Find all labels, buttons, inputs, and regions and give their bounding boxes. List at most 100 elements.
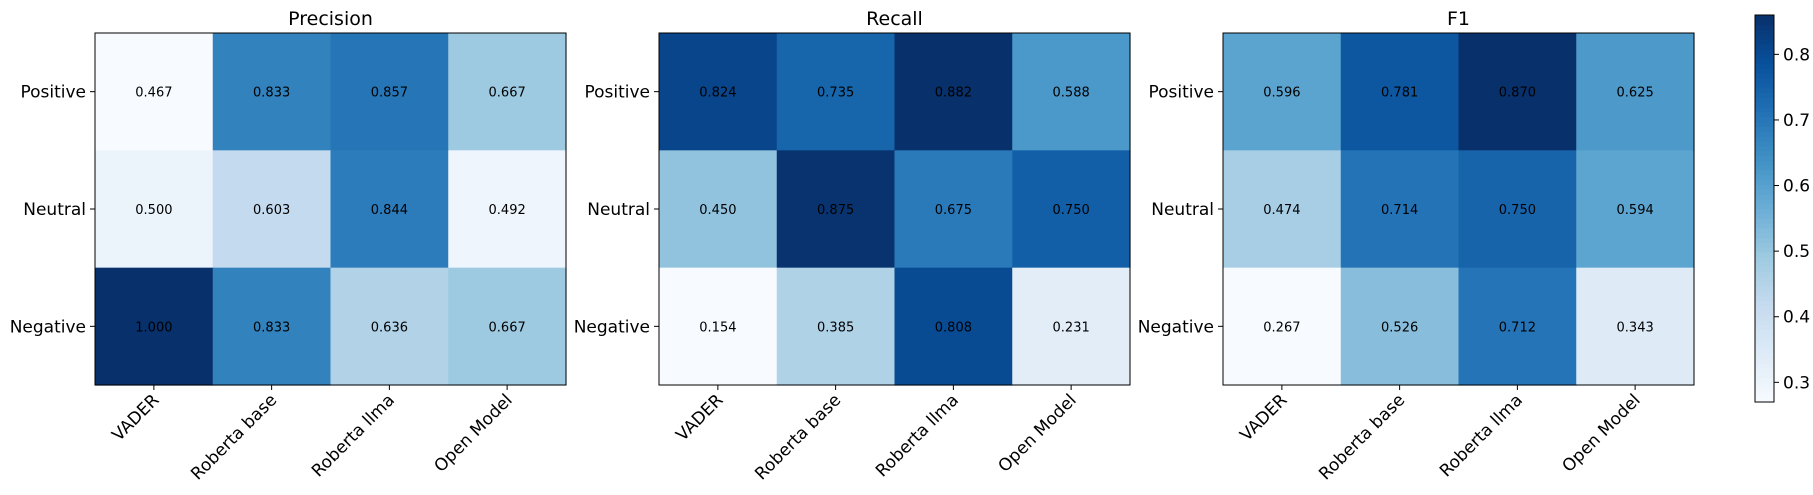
colorbar-segment (1755, 203, 1774, 210)
colorbar-segment (1755, 271, 1774, 277)
colorbar-segment (1755, 372, 1774, 379)
cell-value-label: 0.450 (699, 203, 736, 218)
heatmap-cell (1576, 267, 1695, 386)
colorbar-segment (1755, 140, 1774, 147)
cell-value-label: 0.875 (817, 203, 854, 218)
heatmap-cell (659, 150, 778, 269)
colorbar-segment (1755, 198, 1774, 205)
cell-value-label: 0.588 (1053, 86, 1090, 101)
colorbar-segment (1755, 24, 1774, 31)
cell-value-label: 1.000 (135, 320, 172, 335)
colorbar-segment (1755, 131, 1774, 137)
heatmap-cell (95, 150, 214, 269)
cell-value-label: 0.594 (1617, 203, 1654, 218)
colorbar-segment (1755, 213, 1774, 219)
colorbar-segment (1755, 208, 1774, 214)
colorbar-segment (1755, 34, 1774, 40)
colorbar-segment (1755, 106, 1774, 113)
cell-value-label: 0.474 (1263, 203, 1300, 218)
colorbar-segment (1755, 150, 1774, 156)
cell-value-label: 0.824 (699, 86, 736, 101)
y-tick-label: Positive (20, 83, 86, 103)
colorbar-segment (1755, 126, 1774, 132)
heatmap-cell (212, 33, 332, 151)
heatmap-cell (659, 33, 778, 151)
cell-value-label: 0.492 (489, 203, 526, 218)
x-tick-label: VADER (1236, 390, 1291, 445)
colorbar-segment (1755, 256, 1774, 263)
cell-value-label: 0.603 (253, 203, 290, 218)
cell-value-label: 0.467 (135, 86, 172, 101)
colorbar-segment (1755, 97, 1774, 103)
heatmap-cell (1576, 150, 1695, 269)
y-tick-label: Negative (574, 317, 650, 337)
colorbar-tick-label: 0.7 (1783, 111, 1810, 131)
heatmap-cell (95, 33, 214, 151)
panel-title: Recall (866, 8, 923, 30)
y-tick-label: Negative (10, 317, 86, 337)
x-tick-label: VADER (108, 390, 163, 445)
colorbar-segment (1755, 358, 1774, 364)
colorbar-segment (1755, 290, 1774, 297)
x-tick-label: Open Model (1558, 390, 1644, 476)
colorbar-tick-label: 0.4 (1783, 308, 1810, 328)
colorbar-segment (1755, 135, 1774, 142)
cell-value-label: 0.750 (1499, 203, 1536, 218)
colorbar-segment (1755, 266, 1774, 272)
colorbar-segment (1755, 387, 1774, 393)
cell-value-label: 0.636 (371, 320, 408, 335)
colorbar-segment (1755, 15, 1774, 21)
colorbar-segment (1755, 121, 1774, 127)
y-tick-label: Positive (1148, 83, 1214, 103)
colorbar-frame (1754, 14, 1775, 403)
colorbar-tick-label: 0.5 (1783, 242, 1810, 262)
heatmap-cell (330, 267, 449, 386)
heatmap-cell (448, 33, 567, 151)
colorbar-segment (1755, 174, 1774, 181)
colorbar-segment (1755, 73, 1774, 79)
y-tick-label: Negative (1138, 317, 1214, 337)
cell-value-label: 0.231 (1053, 320, 1090, 335)
cell-value-label: 0.596 (1263, 86, 1300, 101)
heatmap-cell (448, 267, 567, 386)
colorbar-segment (1755, 58, 1774, 64)
x-tick-label: Roberta llma (1436, 390, 1527, 481)
colorbar-segment (1755, 242, 1774, 248)
x-tick-label: Roberta base (751, 390, 845, 484)
heatmap-cell (776, 150, 896, 269)
colorbar-segment (1755, 82, 1774, 89)
colorbar-segment (1755, 397, 1774, 403)
heatmap-cell (894, 150, 1013, 269)
colorbar-segment (1755, 179, 1774, 185)
heatmap-cell (212, 150, 332, 269)
colorbar-segment (1755, 155, 1774, 161)
cell-value-label: 0.857 (371, 86, 408, 101)
heatmap-cell (894, 33, 1013, 151)
colorbar-segment (1755, 305, 1774, 311)
colorbar-segment (1755, 164, 1774, 171)
colorbar-segment (1755, 377, 1774, 384)
colorbar-segment (1755, 77, 1774, 84)
colorbar-segment (1755, 169, 1774, 176)
heatmap-cell (95, 267, 214, 386)
heatmap-cell (776, 33, 896, 151)
heatmap-cell (659, 267, 778, 386)
heatmap-cell (1223, 33, 1342, 151)
cell-value-label: 0.833 (253, 320, 290, 335)
cell-value-label: 0.343 (1617, 320, 1654, 335)
heatmap-cell (448, 150, 567, 269)
colorbar-tick-label: 0.6 (1783, 177, 1810, 197)
heatmap-cell (1223, 150, 1342, 269)
colorbar-segment (1755, 92, 1774, 98)
heatmap-cell (1012, 267, 1131, 386)
cell-value-label: 0.833 (253, 86, 290, 101)
colorbar-segment (1755, 363, 1774, 369)
heatmap-cell (894, 267, 1013, 386)
heatmap-cell (1012, 150, 1131, 269)
colorbar-segment (1755, 87, 1774, 93)
heatmap-cell (1340, 33, 1460, 151)
colorbar-segment (1755, 160, 1774, 166)
colorbar-segment (1755, 252, 1774, 258)
cell-value-label: 0.781 (1381, 86, 1418, 101)
